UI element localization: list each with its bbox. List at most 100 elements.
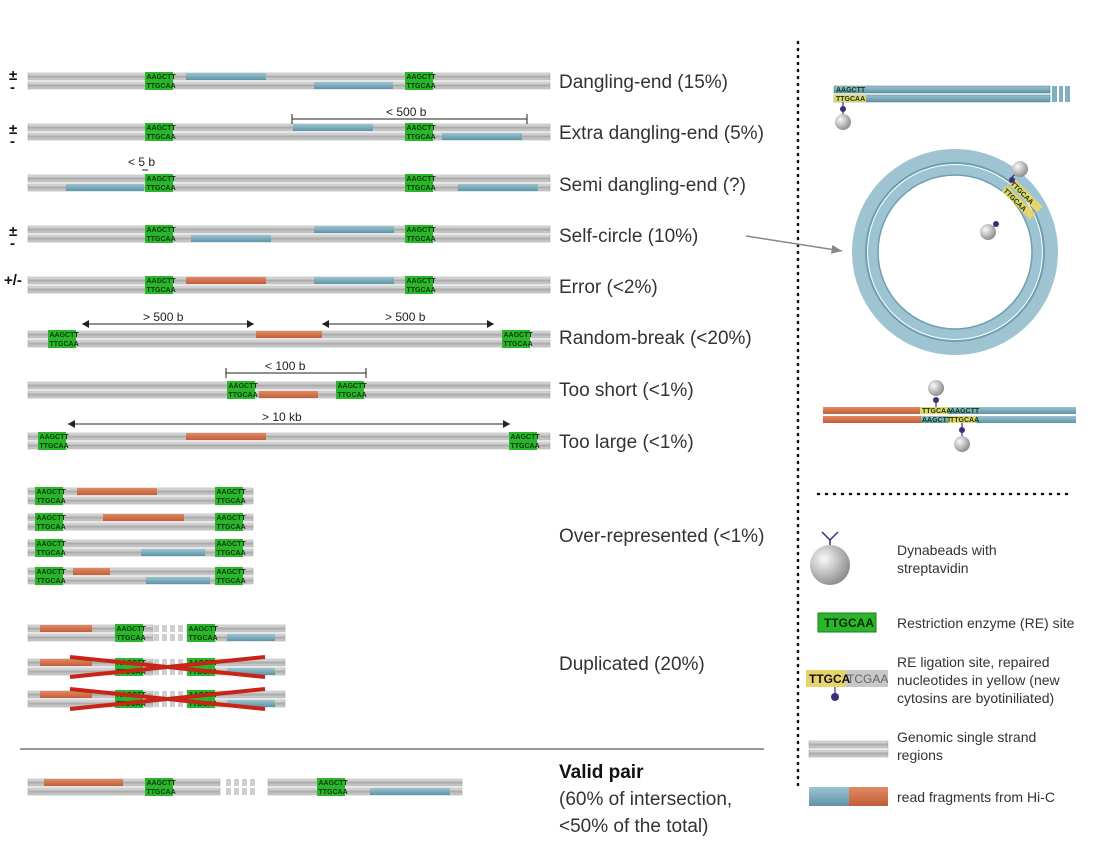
re-site-top: AAGCTT [504,332,534,339]
re-site-bottom: TTGCAA [407,83,436,90]
strand-gap [154,625,183,641]
re-site-top: AAGCTT [147,125,177,132]
read-fragment-blue [314,226,394,233]
valid-pair-strand [267,778,463,796]
read-fragment-orange [40,691,92,698]
read-fragment-orange [256,331,322,338]
read-fragment-blue [141,549,205,556]
re-site: AAGCTT TTGCAA [145,276,176,294]
re-site: AAGCTT TTGCAA [336,381,367,399]
re-site-bottom: TTGCAA [147,134,176,141]
re-site-top: AAGCTT [407,227,437,234]
legend-ligation-line1: RE ligation site, repaired [897,654,1050,670]
re-site: AAGCTT TTGCAA [215,539,246,557]
sign-plus-minus: ± [9,121,17,138]
legend-re-site: TTGCAA Restriction enzyme (RE) site [817,612,1075,633]
read-fragment-blue [314,277,394,284]
valid-pair-title: Valid pair [559,762,644,783]
legend: Dynabeads with streptavidin TTGCAA Restr… [806,531,1075,806]
re-site: AAGCTT TTGCAA [215,513,246,531]
genomic-strand [27,276,551,294]
dynabead-icon [980,224,996,240]
legend-ligation-line2: nucleotides in yellow (new [897,672,1061,688]
re-site: AAGCTT TTGCAA [145,72,176,90]
re-site: AAGCTT TTGCAA [35,487,66,505]
re-site-top: AAGCTT [217,569,247,576]
re-site-top: AAGCTT [117,626,147,633]
sign-plus-minus: ± [9,223,17,240]
re-site: AAGCTT TTGCAA [509,432,540,450]
sign-dash: - [10,79,15,96]
read-fragment-blue [227,668,275,675]
dynabead-icon [928,380,944,396]
dangling-end-top-seq: AAGCTT [836,87,866,94]
distance-extra-dangling: < 500 b [291,105,528,124]
strand-gap [226,779,255,795]
re-site: AAGCTT TTGCAA [145,778,176,796]
category-label-semi-dangling-end: Semi dangling-end (?) [559,175,746,196]
distance-label: > 10 kb [262,410,302,424]
re-site: AAGCTT TTGCAA [115,624,146,642]
re-site: AAGCTT TTGCAA [405,225,436,243]
category-label-over-represented: Over-represented (<1%) [559,526,764,547]
re-site-top: AAGCTT [217,541,247,548]
re-site-bottom: TTGCAA [407,134,436,141]
category-labels: Dangling-end (15%) Extra dangling-end (5… [559,72,764,675]
valid-pair-strand [27,778,221,796]
distance-label: < 100 b [265,359,306,373]
re-site-bottom: TTGCAA [117,635,146,642]
genomic-strand [27,123,551,141]
re-site-top: AAGCTT [511,434,541,441]
read-fragment-blue [186,73,266,80]
distance-label: < 5 b [128,155,155,169]
read-fragment-orange [40,659,92,666]
category-label-error: Error (<2%) [559,277,658,298]
re-site: AAGCTT TTGCAA [405,276,436,294]
dynabead-icon [1012,161,1028,177]
category-label-too-large: Too large (<1%) [559,432,694,453]
cross-out-line [69,687,266,711]
dynabead-icon [954,436,970,452]
self-circle-illustration: TTGCAA TTGCAA [852,149,1058,355]
re-site: AAGCTT TTGCAA [38,432,69,450]
re-site-top: AAGCTT [407,278,437,285]
legend-ligation-grey-text: TCGAA [847,672,888,686]
valid-pair-line1: (60% of intersection, [559,789,732,810]
category-label-self-circle: Self-circle (10%) [559,226,698,247]
read-fragment-orange [44,779,123,786]
read-fragment-blue [66,184,144,191]
re-site-bottom: TTGCAA [407,236,436,243]
re-site-top: AAGCTT [50,332,80,339]
legend-reads-label: read fragments from Hi-C [897,789,1055,805]
re-site: AAGCTT TTGCAA [35,513,66,531]
legend-re-site-label: Restriction enzyme (RE) site [897,615,1075,631]
dangling-end-bottom-seq: TTGCAA [836,96,865,103]
re-site: AAGCTT TTGCAA [187,624,218,642]
re-site-top: AAGCTT [229,383,259,390]
distance-too-large: > 10 kb [68,410,510,428]
category-label-random-break: Random-break (<20%) [559,328,752,349]
valid-pair-line2: <50% of the total) [559,816,708,837]
junction-bottom-yellow: TTGCAA [950,417,979,424]
re-site-top: AAGCTT [319,780,349,787]
genomic-strand [27,72,551,90]
re-site-top: AAGCTT [37,541,67,548]
re-site-bottom: TTGCAA [37,524,66,531]
read-fragment-blue [314,82,393,89]
re-site-bottom: TTGCAA [37,578,66,585]
re-site: AAGCTT TTGCAA [145,174,176,192]
re-site: AAGCTT TTGCAA [48,330,79,348]
re-site-bottom: TTGCAA [37,550,66,557]
genomic-strand [27,432,551,450]
genomic-strand [27,225,551,243]
legend-ligation-line3: cytosins are byotiniliated) [897,690,1054,706]
over-represented-strand [27,567,254,585]
read-fragment-blue [191,235,271,242]
read-fragment-orange [186,433,266,440]
distance-random-break-left: > 500 b [82,310,254,328]
legend-genomic-line2: regions [897,747,943,763]
dynabead-icon [810,545,850,585]
junction-top-yellow: TTGCAA [922,408,951,415]
re-site: AAGCTT TTGCAA [317,778,348,796]
re-site: AAGCTT TTGCAA [215,487,246,505]
